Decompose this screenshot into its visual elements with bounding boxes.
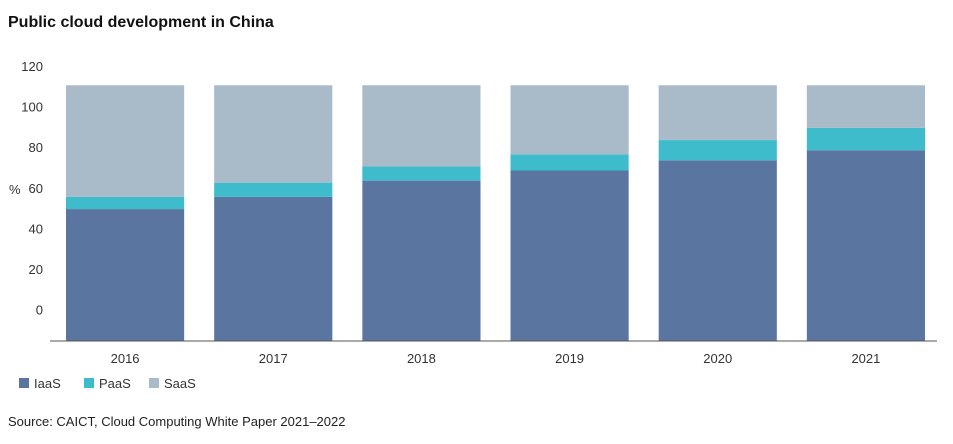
- legend-swatch-saas: [149, 378, 159, 388]
- legend-label-paas: PaaS: [99, 376, 131, 391]
- y-tick-label: 120: [21, 59, 43, 74]
- bar-segment-paas-2020: [658, 140, 777, 161]
- x-tick-label: 2017: [259, 351, 288, 366]
- y-tick-label: 80: [29, 140, 43, 155]
- chart-title: Public cloud development in China: [8, 14, 274, 31]
- y-tick-label: 0: [36, 303, 43, 318]
- legend-swatch-iaas: [19, 378, 29, 388]
- bar-segment-paas-2018: [362, 166, 481, 181]
- y-axis-label: %: [9, 182, 21, 197]
- y-tick-label: 20: [29, 262, 43, 277]
- bar-segment-paas-2019: [510, 154, 629, 171]
- bar-segment-iaas-2017: [214, 196, 333, 341]
- x-tick-label: 2021: [851, 351, 880, 366]
- legend-label-saas: SaaS: [164, 376, 196, 391]
- y-tick-label: 100: [21, 100, 43, 115]
- y-axis-ticks: 0 20 40 60 80 100 120: [21, 59, 43, 318]
- bar-segment-paas-2021: [806, 127, 925, 151]
- y-tick-label: 60: [29, 181, 43, 196]
- legend-label-iaas: IaaS: [34, 376, 61, 391]
- bar-segment-saas-2019: [510, 85, 629, 155]
- y-tick-label: 40: [29, 221, 43, 236]
- bar-segment-iaas-2019: [510, 170, 629, 341]
- legend: IaaS PaaS SaaS: [19, 376, 196, 391]
- x-tick-label: 2016: [111, 351, 140, 366]
- bar-segment-saas-2020: [658, 85, 777, 141]
- bar-segment-saas-2016: [66, 85, 185, 197]
- x-axis-ticks: 2016 2017 2018 2019 2020 2021: [111, 351, 881, 366]
- bar-segment-saas-2021: [806, 85, 925, 128]
- bar-segment-saas-2017: [214, 85, 333, 183]
- bar-segment-iaas-2018: [362, 180, 481, 341]
- bar-segment-paas-2017: [214, 182, 333, 197]
- x-tick-label: 2020: [703, 351, 732, 366]
- bar-segment-saas-2018: [362, 85, 481, 167]
- bar-segment-iaas-2020: [658, 160, 777, 341]
- x-tick-label: 2019: [555, 351, 584, 366]
- bars: [66, 85, 925, 341]
- bar-segment-iaas-2016: [66, 209, 185, 341]
- bar-segment-paas-2016: [66, 196, 185, 210]
- legend-swatch-paas: [84, 378, 94, 388]
- bar-segment-iaas-2021: [806, 150, 925, 341]
- source-note: Source: CAICT, Cloud Computing White Pap…: [8, 414, 346, 429]
- x-tick-label: 2018: [407, 351, 436, 366]
